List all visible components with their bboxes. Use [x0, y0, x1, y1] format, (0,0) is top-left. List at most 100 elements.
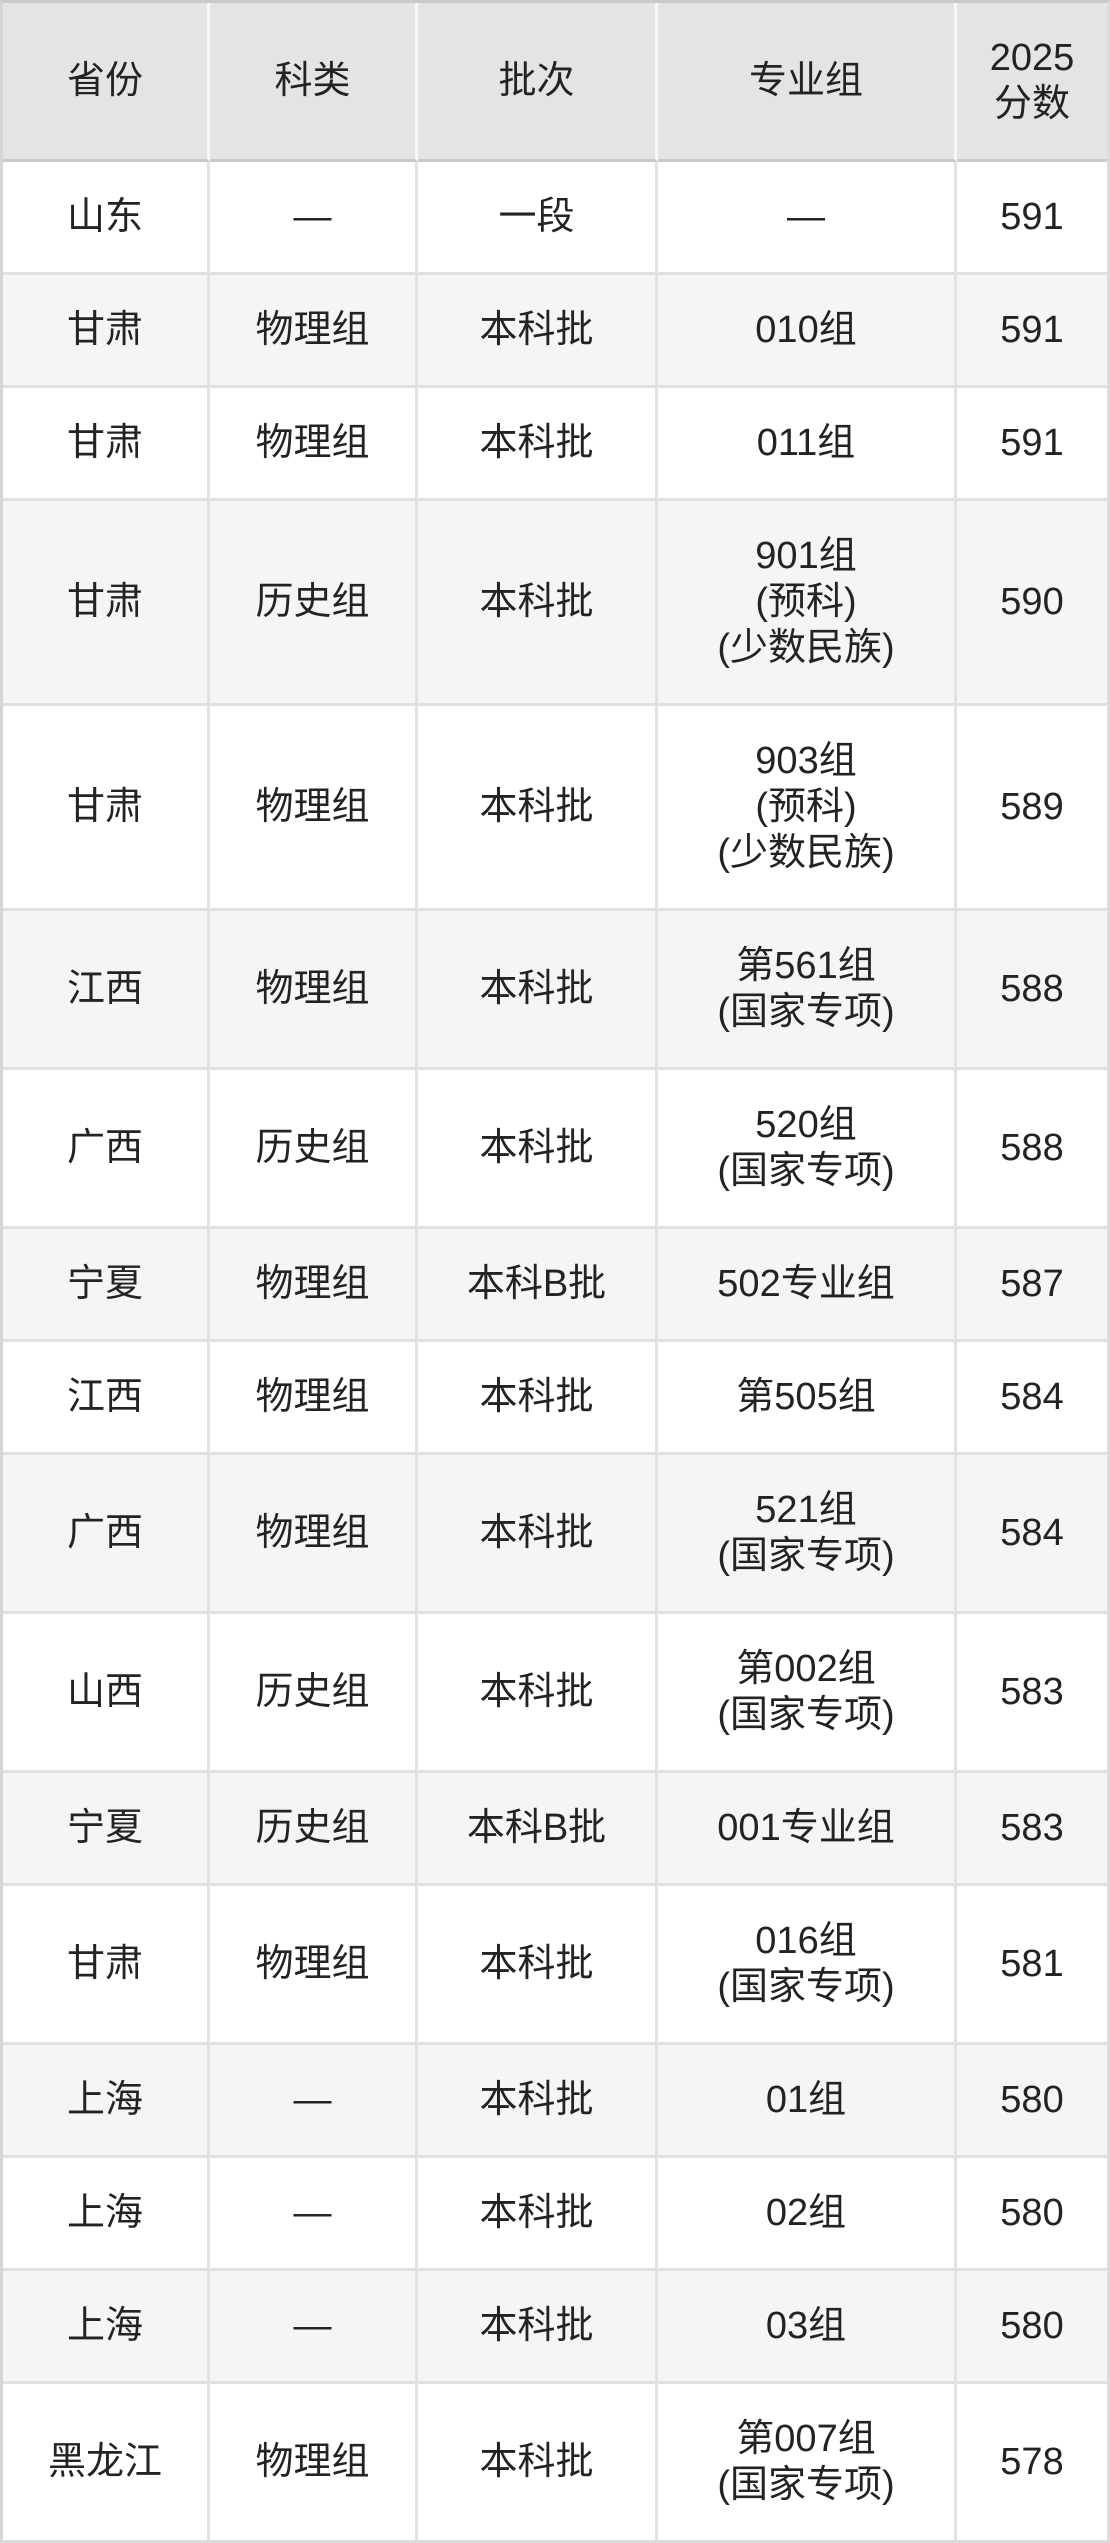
cell-category: —: [210, 2045, 418, 2158]
cell-province: 上海: [3, 2045, 210, 2158]
cell-batch: 本科B批: [418, 1229, 658, 1342]
cell-group: 01组: [658, 2045, 957, 2158]
cell-batch: 本科批: [418, 1455, 658, 1614]
cell-batch: 本科批: [418, 2384, 658, 2540]
cell-category: 物理组: [210, 1455, 418, 1614]
cell-category: 物理组: [210, 1886, 418, 2045]
cell-batch: 本科批: [418, 501, 658, 706]
cell-group: 010组: [658, 275, 957, 388]
table-row: 江西 物理组 本科批 第561组 (国家专项) 588: [3, 911, 1107, 1070]
cell-score: 587: [957, 1229, 1107, 1342]
cell-batch: 本科批: [418, 275, 658, 388]
cell-score: 589: [957, 706, 1107, 911]
header-cell-batch: 批次: [418, 3, 658, 162]
header-cell-group: 专业组: [658, 3, 957, 162]
cell-score: 583: [957, 1773, 1107, 1886]
table-row: 甘肃 物理组 本科批 011组 591: [3, 388, 1107, 501]
cell-category: 物理组: [210, 388, 418, 501]
cell-score: 588: [957, 1070, 1107, 1229]
cell-score: 584: [957, 1455, 1107, 1614]
cell-province: 广西: [3, 1455, 210, 1614]
cell-province: 山东: [3, 162, 210, 275]
cell-group: 第505组: [658, 1342, 957, 1455]
table-row: 黑龙江 物理组 本科批 第007组 (国家专项) 578: [3, 2384, 1107, 2540]
cell-province: 甘肃: [3, 388, 210, 501]
cell-province: 宁夏: [3, 1773, 210, 1886]
cell-batch: 本科批: [418, 2158, 658, 2271]
cell-score: 591: [957, 275, 1107, 388]
table-row: 宁夏 历史组 本科B批 001专业组 583: [3, 1773, 1107, 1886]
cell-province: 山西: [3, 1614, 210, 1773]
cell-category: 物理组: [210, 1342, 418, 1455]
cell-province: 甘肃: [3, 706, 210, 911]
cell-category: —: [210, 2158, 418, 2271]
cell-group: 011组: [658, 388, 957, 501]
cell-group: 第561组 (国家专项): [658, 911, 957, 1070]
cell-group: 02组: [658, 2158, 957, 2271]
cell-group: 903组 (预科) (少数民族): [658, 706, 957, 911]
cell-score: 584: [957, 1342, 1107, 1455]
table-row: 甘肃 物理组 本科批 010组 591: [3, 275, 1107, 388]
table-row: 江西 物理组 本科批 第505组 584: [3, 1342, 1107, 1455]
table-row: 上海 — 本科批 03组 580: [3, 2271, 1107, 2384]
cell-group: —: [658, 162, 957, 275]
cell-score: 590: [957, 501, 1107, 706]
table-body: 山东 — 一段 —591 甘肃 物理组 本科批 010组 591 甘肃 物理组 本科批 011组 591 甘…: [3, 162, 1107, 2540]
cell-category: 物理组: [210, 2384, 418, 2540]
cell-batch: 本科批: [418, 2045, 658, 2158]
cell-category: 历史组: [210, 1070, 418, 1229]
cell-group: 521组 (国家专项): [658, 1455, 957, 1614]
table-row: 宁夏 物理组 本科B批 502专业组 587: [3, 1229, 1107, 1342]
table-row: 广西 物理组 本科批 521组 (国家专项) 584: [3, 1455, 1107, 1614]
cell-category: 历史组: [210, 1614, 418, 1773]
cell-score: 591: [957, 388, 1107, 501]
cell-province: 广西: [3, 1070, 210, 1229]
cell-category: 物理组: [210, 1229, 418, 1342]
cell-category: 物理组: [210, 706, 418, 911]
table-row: 上海 — 本科批 01组 580: [3, 2045, 1107, 2158]
cell-province: 上海: [3, 2158, 210, 2271]
cell-batch: 本科批: [418, 911, 658, 1070]
cell-category: 物理组: [210, 275, 418, 388]
cell-group: 502专业组: [658, 1229, 957, 1342]
cell-batch: 本科批: [418, 2271, 658, 2384]
cell-score: 578: [957, 2384, 1107, 2540]
cell-score: 580: [957, 2158, 1107, 2271]
cell-province: 甘肃: [3, 275, 210, 388]
cell-score: 588: [957, 911, 1107, 1070]
cell-category: 历史组: [210, 1773, 418, 1886]
table-row: 广西 历史组 本科批 520组 (国家专项) 588: [3, 1070, 1107, 1229]
cell-province: 甘肃: [3, 1886, 210, 2045]
header-cell-category: 科类: [210, 3, 418, 162]
cell-province: 江西: [3, 1342, 210, 1455]
table-row: 山东 — 一段 —591: [3, 162, 1107, 275]
cell-score: 583: [957, 1614, 1107, 1773]
cell-group: 901组 (预科) (少数民族): [658, 501, 957, 706]
cell-category: 历史组: [210, 501, 418, 706]
cell-province: 江西: [3, 911, 210, 1070]
cell-category: 物理组: [210, 911, 418, 1070]
cell-province: 甘肃: [3, 501, 210, 706]
header-cell-province: 省份: [3, 3, 210, 162]
table-row: 甘肃 历史组 本科批 901组 (预科) (少数民族) 590: [3, 501, 1107, 706]
cell-batch: 一段: [418, 162, 658, 275]
header-cell-score: 2025 分数: [957, 3, 1107, 162]
table-row: 山西 历史组 本科批 第002组 (国家专项) 583: [3, 1614, 1107, 1773]
cell-batch: 本科批: [418, 1614, 658, 1773]
cell-batch: 本科批: [418, 706, 658, 911]
cell-score: 580: [957, 2271, 1107, 2384]
cell-batch: 本科批: [418, 1342, 658, 1455]
table-row: 甘肃 物理组 本科批 016组 (国家专项) 581: [3, 1886, 1107, 2045]
cell-batch: 本科B批: [418, 1773, 658, 1886]
header-row: 省份 科类 批次 专业组 2025 分数: [3, 3, 1107, 162]
admission-score-table: 省份 科类 批次 专业组 2025 分数 山东 — 一段 —591 甘肃 物理组 本科批 01…: [3, 3, 1107, 2540]
cell-province: 黑龙江: [3, 2384, 210, 2540]
cell-batch: 本科批: [418, 1886, 658, 2045]
cell-province: 宁夏: [3, 1229, 210, 1342]
cell-group: 第007组 (国家专项): [658, 2384, 957, 2540]
cell-score: 591: [957, 162, 1107, 275]
cell-group: 第002组 (国家专项): [658, 1614, 957, 1773]
cell-group: 001专业组: [658, 1773, 957, 1886]
cell-category: —: [210, 162, 418, 275]
